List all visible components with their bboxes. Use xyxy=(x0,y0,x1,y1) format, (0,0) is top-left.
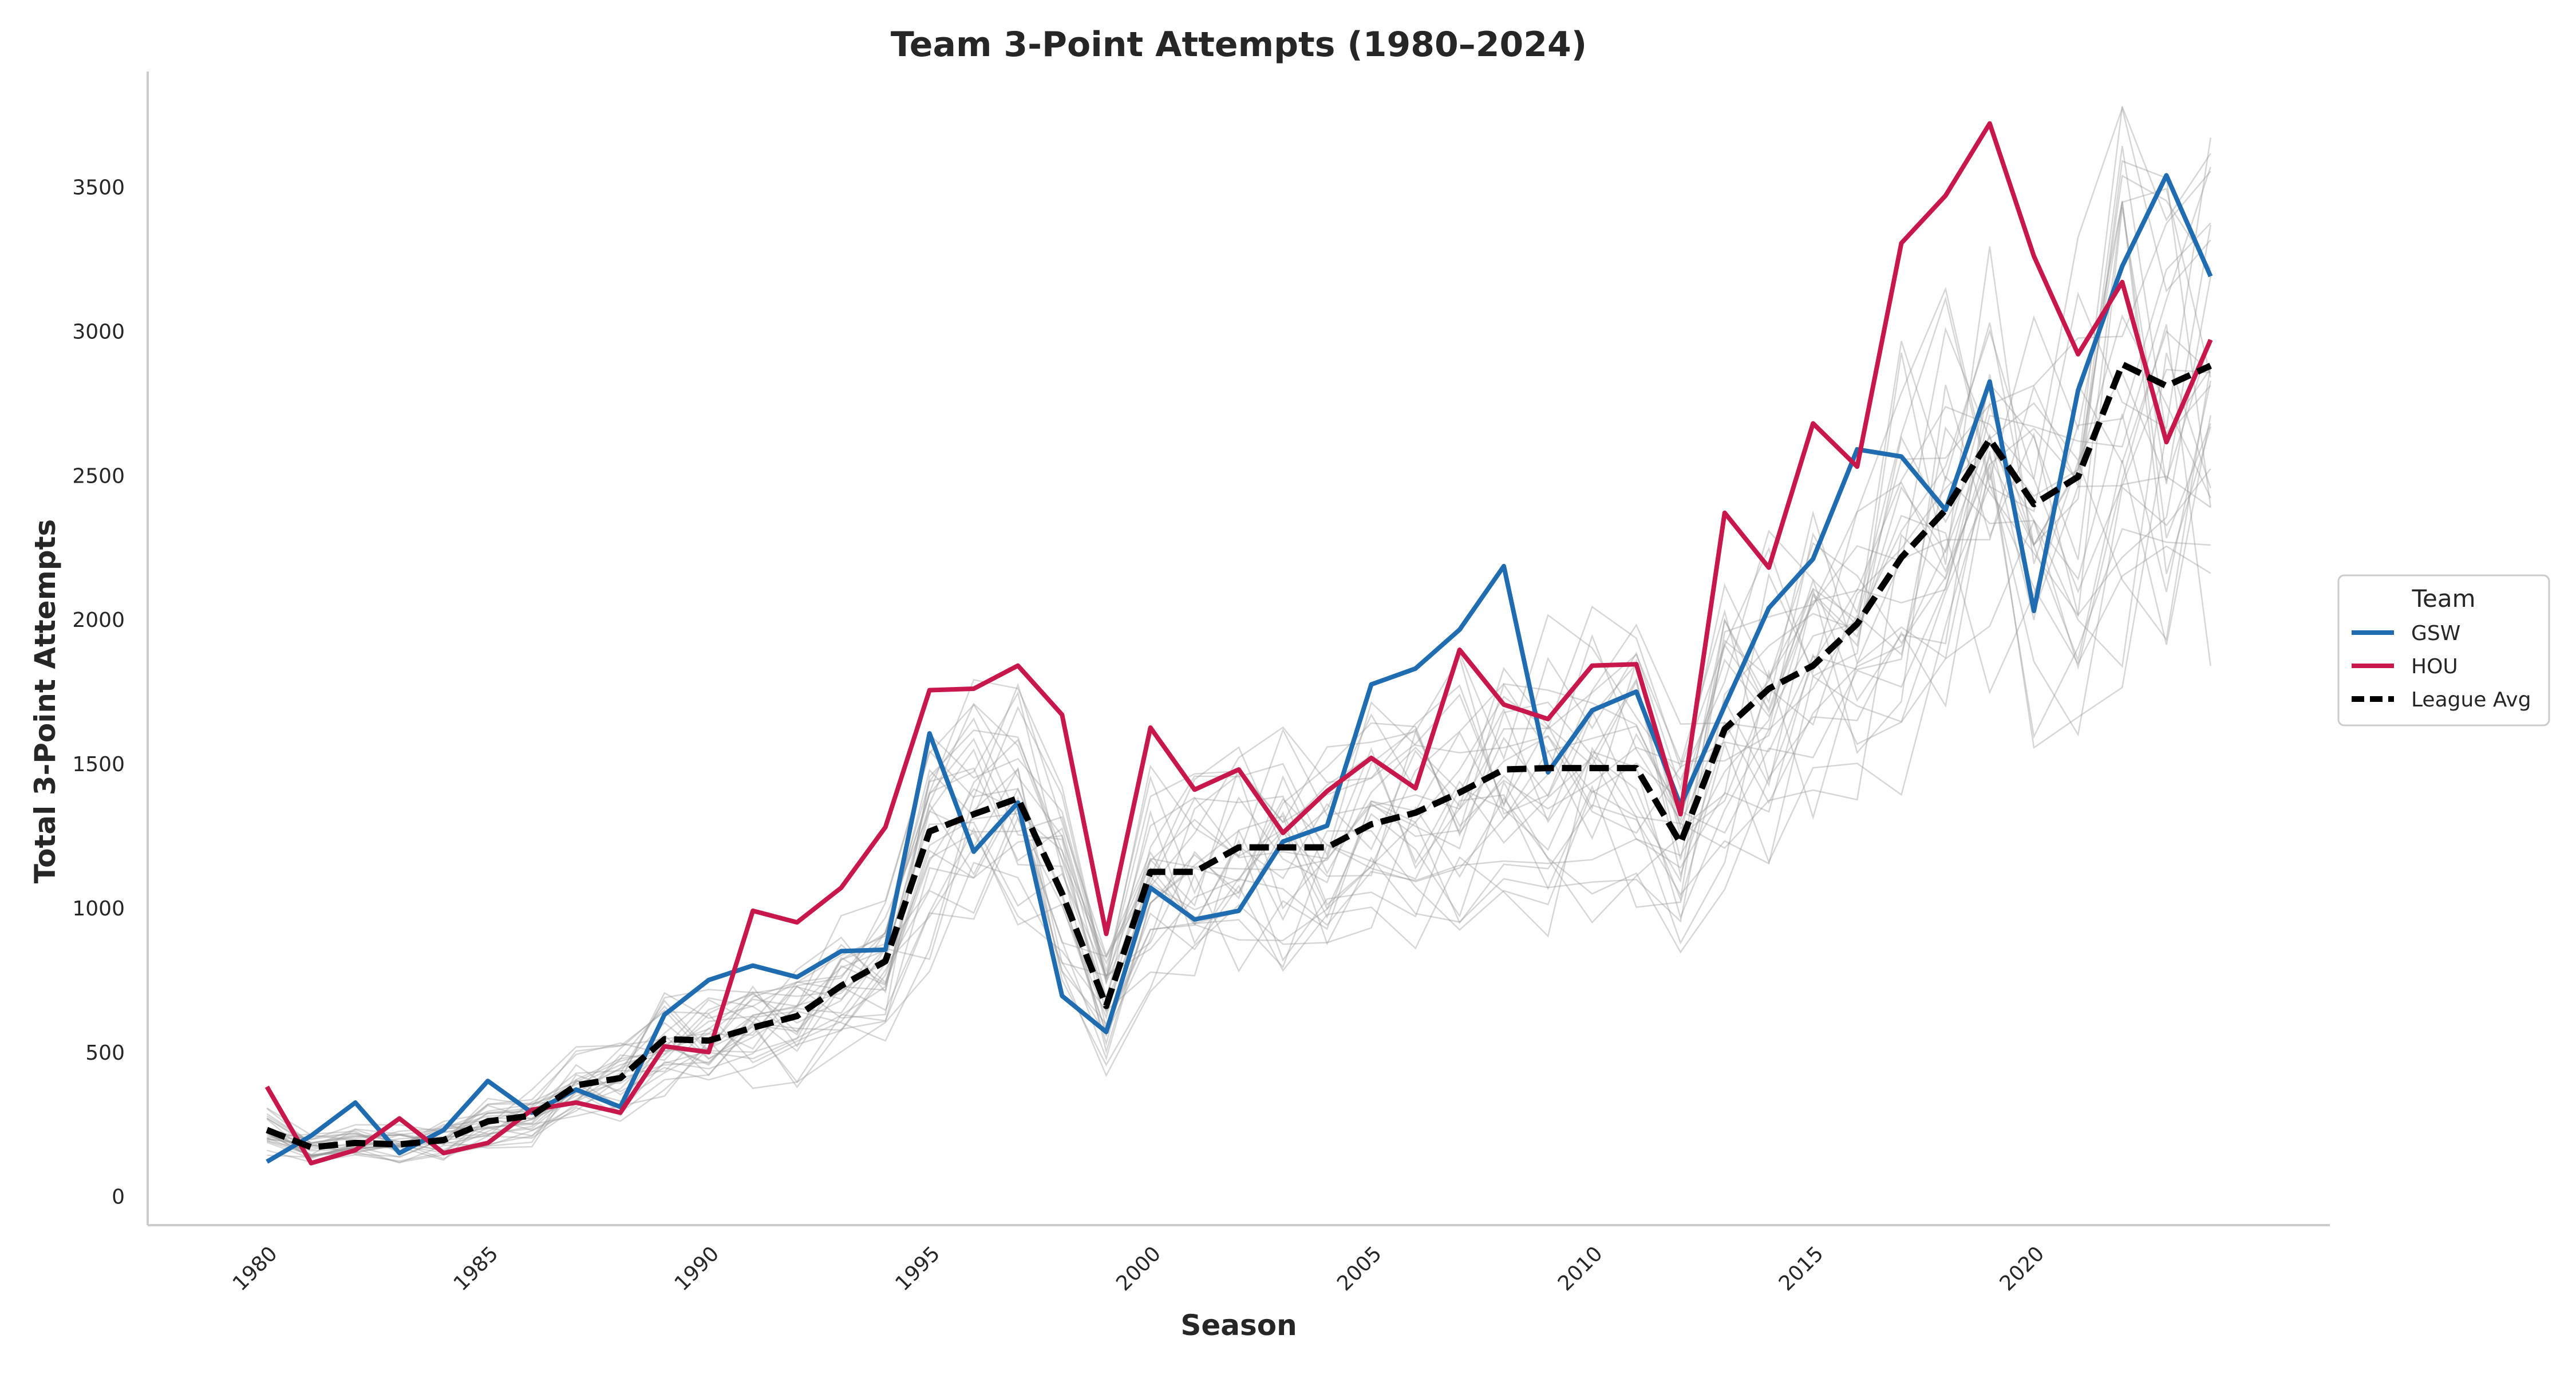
y-axis-label: Total 3-Point Attempts xyxy=(29,519,62,884)
background-team-line xyxy=(266,415,2211,1160)
background-team-line xyxy=(266,222,2211,1146)
background-team-line xyxy=(266,200,2211,1159)
x-axis-label: Season xyxy=(1180,1309,1297,1342)
axes xyxy=(147,72,2330,1226)
x-tick-label: 2020 xyxy=(1996,1242,2049,1296)
background-team-line xyxy=(267,464,2211,1158)
background-team-lines xyxy=(266,105,2211,1164)
legend: Team GSW HOU League Avg xyxy=(2337,574,2550,727)
legend-label: League Avg xyxy=(2411,688,2531,712)
background-team-line xyxy=(267,380,2211,1152)
y-tick-label: 3000 xyxy=(72,320,125,344)
y-tick-label: 1500 xyxy=(72,753,125,776)
series-line-league-avg xyxy=(266,361,2212,1151)
background-team-line xyxy=(266,324,2211,1164)
background-team-line xyxy=(266,353,2211,1158)
y-tick-label: 3500 xyxy=(72,176,125,200)
legend-entries: GSW HOU League Avg xyxy=(2352,622,2531,712)
x-tick-label: 1990 xyxy=(670,1242,724,1296)
background-team-line xyxy=(266,276,2211,1158)
background-team-line xyxy=(266,369,2211,1156)
y-tick-label: 2000 xyxy=(72,609,125,632)
x-tick-label: 2005 xyxy=(1333,1242,1386,1296)
x-tick-label: 1995 xyxy=(891,1242,945,1296)
background-team-line xyxy=(267,326,2211,1154)
legend-title: Team xyxy=(2411,585,2475,613)
x-tick-labels: 1980 1985 1990 1995 2000 2005 2010 2015 2020 xyxy=(228,1242,2049,1296)
x-tick-label: 1980 xyxy=(228,1242,282,1296)
background-team-line xyxy=(266,137,2211,1144)
x-tick-label: 1985 xyxy=(449,1242,503,1296)
y-tick-labels: 0 500 1000 1500 2000 2500 3000 3500 xyxy=(72,176,125,1209)
y-tick-label: 500 xyxy=(85,1041,125,1065)
background-team-line xyxy=(267,202,2211,1147)
background-team-line xyxy=(266,167,2211,1156)
background-team-line xyxy=(266,171,2211,1144)
y-tick-label: 0 xyxy=(112,1186,125,1209)
background-team-line xyxy=(266,468,2211,1163)
background-team-line xyxy=(266,105,2211,1147)
x-tick-label: 2015 xyxy=(1775,1242,1828,1296)
legend-frame xyxy=(2337,574,2550,727)
background-team-line xyxy=(266,175,2211,1147)
background-team-line xyxy=(266,368,2211,1161)
chart-title: Team 3-Point Attempts (1980–2024) xyxy=(891,25,1587,65)
background-team-line xyxy=(267,145,2211,1152)
legend-label: GSW xyxy=(2411,622,2460,645)
legend-label: HOU xyxy=(2411,655,2458,678)
series-line-gsw xyxy=(266,173,2213,1164)
y-tick-label: 1000 xyxy=(72,897,125,921)
background-team-line xyxy=(266,330,2211,1157)
highlighted-series xyxy=(264,121,2213,1166)
background-team-line xyxy=(267,106,2211,1140)
background-team-line xyxy=(266,366,2211,1163)
x-tick-label: 2010 xyxy=(1554,1242,1607,1296)
background-team-line xyxy=(266,160,2211,1156)
x-tick-label: 2000 xyxy=(1112,1242,1165,1296)
series-line-hou xyxy=(264,121,2213,1166)
y-tick-label: 2500 xyxy=(72,464,125,488)
